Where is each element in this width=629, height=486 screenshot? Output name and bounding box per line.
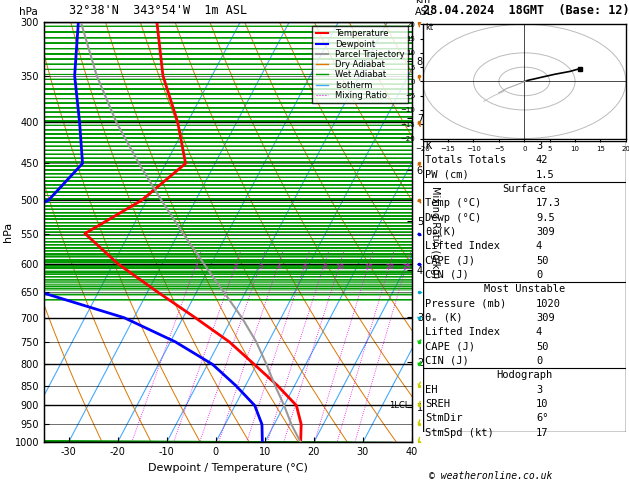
Text: 4: 4 xyxy=(277,264,281,270)
Text: Dewp (°C): Dewp (°C) xyxy=(425,212,481,223)
Text: 0: 0 xyxy=(536,270,542,280)
Text: 10: 10 xyxy=(536,399,548,409)
Text: © weatheronline.co.uk: © weatheronline.co.uk xyxy=(429,471,552,481)
Text: 32°38'N  343°54'W  1m ASL: 32°38'N 343°54'W 1m ASL xyxy=(69,4,247,17)
Text: CIN (J): CIN (J) xyxy=(425,270,469,280)
Text: 6: 6 xyxy=(303,264,308,270)
Text: EH: EH xyxy=(425,384,438,395)
Text: Lifted Index: Lifted Index xyxy=(425,241,500,251)
Text: 3: 3 xyxy=(536,384,542,395)
Text: 1.5: 1.5 xyxy=(536,170,555,180)
Text: Hodograph: Hodograph xyxy=(496,370,552,381)
Text: 3: 3 xyxy=(536,141,542,151)
Y-axis label: hPa: hPa xyxy=(3,222,13,242)
Text: 17.3: 17.3 xyxy=(536,198,561,208)
Text: 4: 4 xyxy=(536,241,542,251)
Y-axis label: Mixing Ratio (g/kg): Mixing Ratio (g/kg) xyxy=(430,186,440,278)
Text: 50: 50 xyxy=(536,342,548,352)
Text: 3: 3 xyxy=(259,264,263,270)
Text: Surface: Surface xyxy=(503,184,546,194)
Text: kt: kt xyxy=(425,23,433,32)
Text: θₑ(K): θₑ(K) xyxy=(425,227,457,237)
Text: Lifted Index: Lifted Index xyxy=(425,327,500,337)
Text: 4: 4 xyxy=(536,327,542,337)
Text: 6°: 6° xyxy=(536,413,548,423)
Text: 1LCL: 1LCL xyxy=(389,401,409,410)
Text: CAPE (J): CAPE (J) xyxy=(425,256,475,266)
Text: 0: 0 xyxy=(536,356,542,366)
Text: 8: 8 xyxy=(322,264,326,270)
Text: 1: 1 xyxy=(194,264,199,270)
Text: 10: 10 xyxy=(335,264,345,270)
Text: SREH: SREH xyxy=(425,399,450,409)
Text: 2: 2 xyxy=(234,264,238,270)
Text: Totals Totals: Totals Totals xyxy=(425,156,506,165)
Text: Temp (°C): Temp (°C) xyxy=(425,198,481,208)
Text: θₑ (K): θₑ (K) xyxy=(425,313,463,323)
Text: 25: 25 xyxy=(403,264,411,270)
Text: 20: 20 xyxy=(386,264,394,270)
Text: K: K xyxy=(425,141,431,151)
X-axis label: Dewpoint / Temperature (°C): Dewpoint / Temperature (°C) xyxy=(148,463,308,473)
Text: StmSpd (kt): StmSpd (kt) xyxy=(425,428,494,438)
Text: PW (cm): PW (cm) xyxy=(425,170,469,180)
Text: CAPE (J): CAPE (J) xyxy=(425,342,475,352)
Text: StmDir: StmDir xyxy=(425,413,463,423)
Text: hPa: hPa xyxy=(19,7,38,17)
Text: 50: 50 xyxy=(536,256,548,266)
Text: 15: 15 xyxy=(364,264,374,270)
Legend: Temperature, Dewpoint, Parcel Trajectory, Dry Adiabat, Wet Adiabat, Isotherm, Mi: Temperature, Dewpoint, Parcel Trajectory… xyxy=(313,26,408,103)
Text: 1020: 1020 xyxy=(536,298,561,309)
Text: 28.04.2024  18GMT  (Base: 12): 28.04.2024 18GMT (Base: 12) xyxy=(423,4,629,17)
Text: 17: 17 xyxy=(536,428,548,438)
Text: CIN (J): CIN (J) xyxy=(425,356,469,366)
Text: Most Unstable: Most Unstable xyxy=(484,284,565,295)
Text: km
ASL: km ASL xyxy=(415,0,433,17)
Text: 309: 309 xyxy=(536,313,555,323)
Text: 309: 309 xyxy=(536,227,555,237)
Text: 42: 42 xyxy=(536,156,548,165)
Text: 9.5: 9.5 xyxy=(536,212,555,223)
Text: Pressure (mb): Pressure (mb) xyxy=(425,298,506,309)
